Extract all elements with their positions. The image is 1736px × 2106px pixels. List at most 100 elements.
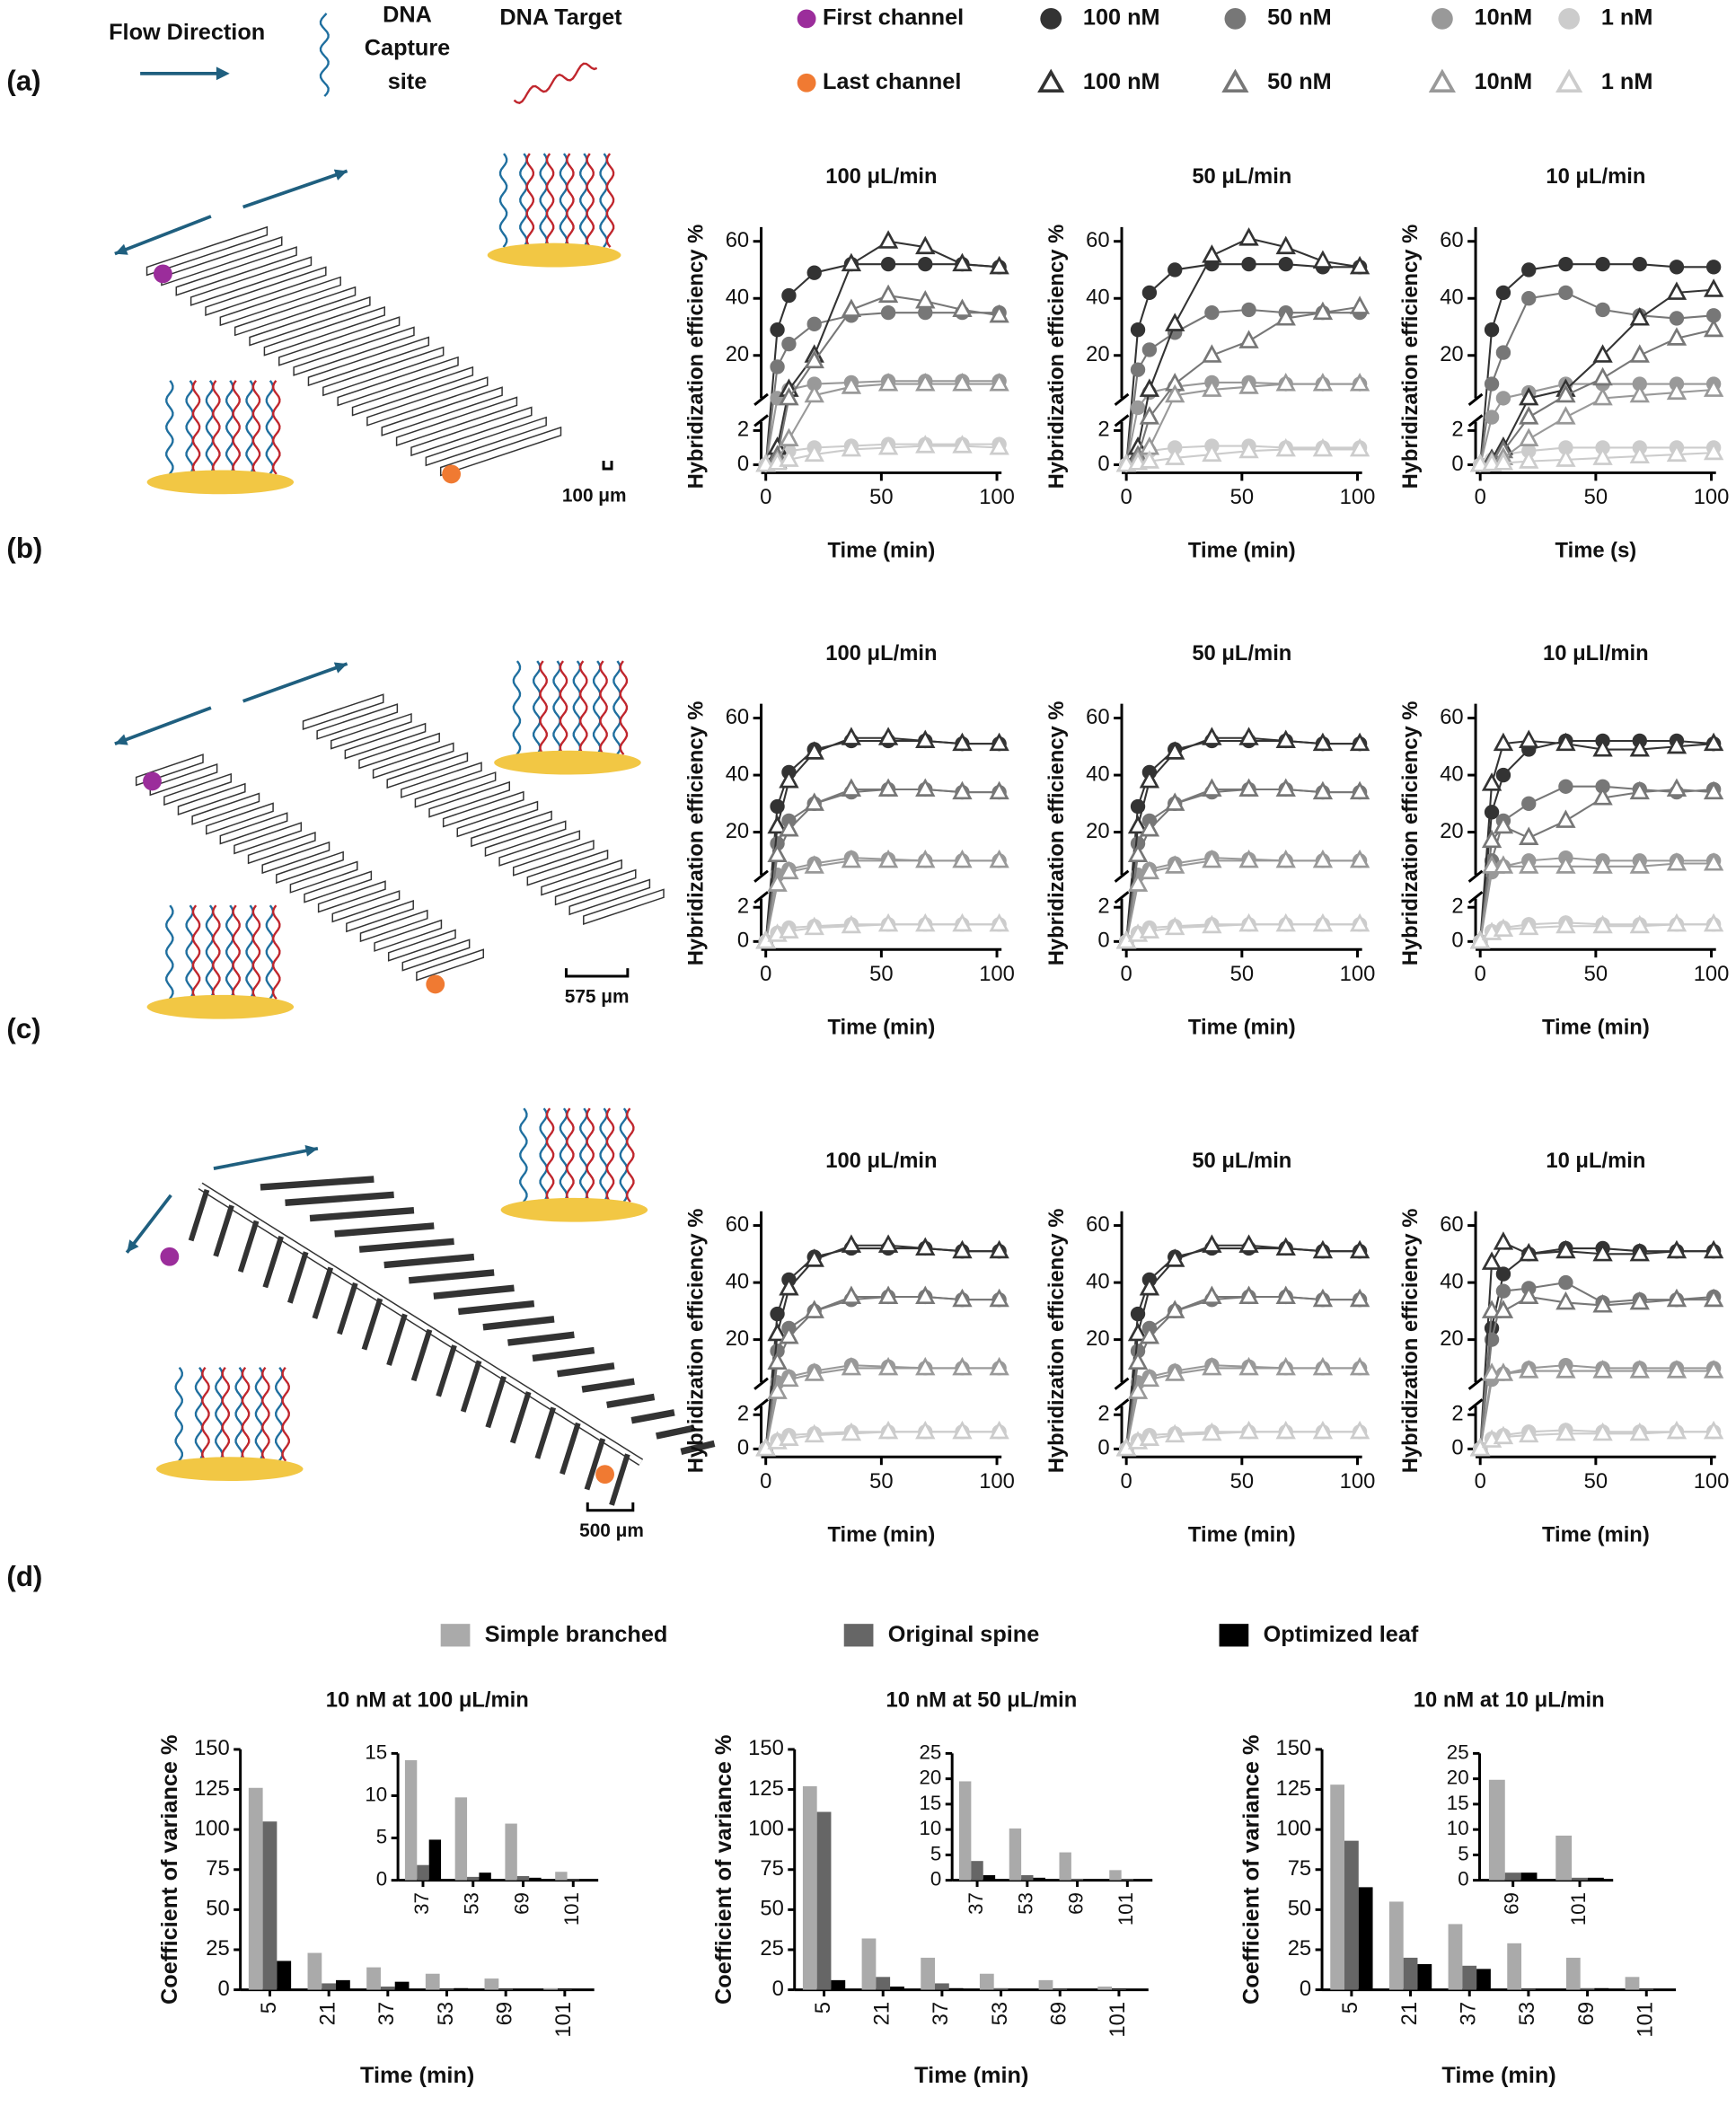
bar <box>1059 1852 1071 1881</box>
marker <box>915 912 936 932</box>
x-tick-label: 5 <box>1338 2002 1362 2013</box>
marker <box>1238 439 1259 459</box>
marker <box>1666 1420 1688 1440</box>
branch <box>410 1328 433 1382</box>
channel <box>316 703 399 740</box>
branch <box>383 1253 475 1269</box>
x-axis-title: Time (min) <box>1188 538 1296 562</box>
channel <box>366 376 489 427</box>
marker <box>1275 1356 1296 1376</box>
dna-strand <box>225 904 234 1000</box>
marker <box>952 912 973 932</box>
dna-strand <box>234 1366 243 1462</box>
marker <box>877 230 899 249</box>
marker <box>1629 1291 1650 1310</box>
marker <box>1312 732 1334 752</box>
x-tick-label: 100 <box>1694 485 1730 509</box>
channel <box>302 693 384 730</box>
x-tick-label: 101 <box>1106 2002 1130 2038</box>
marker <box>1632 376 1647 392</box>
dna-strand <box>265 380 275 475</box>
y-tick-label: 60 <box>726 705 749 729</box>
y-tick-label: 0 <box>930 1868 941 1890</box>
marker <box>1238 1285 1259 1305</box>
channel <box>583 888 665 926</box>
x-tick-label: 50 <box>1584 1469 1608 1494</box>
marker <box>1275 778 1296 797</box>
bar <box>1520 1872 1538 1881</box>
series-line <box>764 739 1000 942</box>
marker <box>1484 805 1500 820</box>
marker <box>1127 1322 1149 1342</box>
x-tick-label: 101 <box>560 1892 583 1925</box>
marker <box>1703 852 1724 871</box>
marker <box>1238 330 1259 348</box>
bar <box>1594 1987 1609 1990</box>
channel <box>351 366 474 417</box>
marker <box>1165 383 1185 403</box>
dna-strand <box>165 380 174 475</box>
dna-strand <box>245 380 254 475</box>
dna-strand <box>525 153 535 248</box>
marker <box>1139 817 1160 837</box>
flow-arrow <box>213 1146 319 1170</box>
bar <box>1009 1828 1022 1881</box>
legend-marker <box>1555 68 1583 93</box>
chart-title: 50 μL/min <box>1192 641 1291 665</box>
marker <box>1703 441 1724 461</box>
y-tick-label: 15 <box>365 1740 387 1763</box>
marker <box>1312 437 1334 457</box>
branch <box>680 1440 716 1455</box>
legend-label: First channel <box>823 5 964 31</box>
y-tick-label: 40 <box>1086 762 1109 786</box>
marker <box>1495 1266 1511 1282</box>
x-tick-label: 100 <box>979 962 1015 986</box>
legend-marker <box>1558 7 1581 30</box>
marker <box>915 729 936 748</box>
branch <box>557 1362 615 1378</box>
channel-dot <box>143 771 162 791</box>
marker <box>1669 311 1685 326</box>
marker <box>1275 912 1296 932</box>
x-tick-label: 0 <box>1121 485 1132 509</box>
marker <box>1519 826 1539 845</box>
y-tick-label: 150 <box>748 1736 784 1760</box>
marker <box>1495 767 1511 783</box>
y-axis-title: Hybridization efficiency % <box>1398 701 1423 966</box>
marker <box>1666 381 1688 401</box>
axis-break <box>753 1398 769 1412</box>
y-tick-label: 2 <box>1451 894 1463 919</box>
marker <box>989 849 1009 868</box>
marker <box>1558 440 1573 455</box>
channel <box>307 336 430 387</box>
y-tick-label: 125 <box>1275 1776 1311 1801</box>
marker <box>1666 1239 1688 1259</box>
channel <box>205 266 327 317</box>
marker <box>880 304 896 321</box>
y-tick-label: 40 <box>726 286 749 310</box>
dna-strand <box>212 904 221 1000</box>
channel <box>484 820 567 858</box>
marker <box>1555 406 1576 425</box>
bar <box>1330 1784 1345 1990</box>
y-tick-label: 2 <box>737 418 749 442</box>
scale-label: 575 μm <box>565 986 630 1007</box>
branch <box>408 1269 495 1284</box>
marker <box>806 376 822 392</box>
x-tick-label: 50 <box>1230 962 1254 986</box>
dna-strand <box>191 904 201 1000</box>
marker <box>1278 256 1293 272</box>
flow-arrow <box>242 662 348 703</box>
scale-label: 500 μm <box>579 1520 644 1541</box>
marker <box>918 304 933 321</box>
marker <box>841 1285 862 1305</box>
marker <box>1349 1239 1370 1259</box>
y-tick-label: 20 <box>1086 1326 1109 1351</box>
marker <box>1555 383 1576 403</box>
channel <box>401 938 471 972</box>
y-tick-label: 15 <box>919 1792 941 1814</box>
x-tick-label: 37 <box>375 2002 399 2025</box>
marker <box>767 815 788 834</box>
dna-target <box>513 62 598 104</box>
marker <box>1130 322 1146 338</box>
